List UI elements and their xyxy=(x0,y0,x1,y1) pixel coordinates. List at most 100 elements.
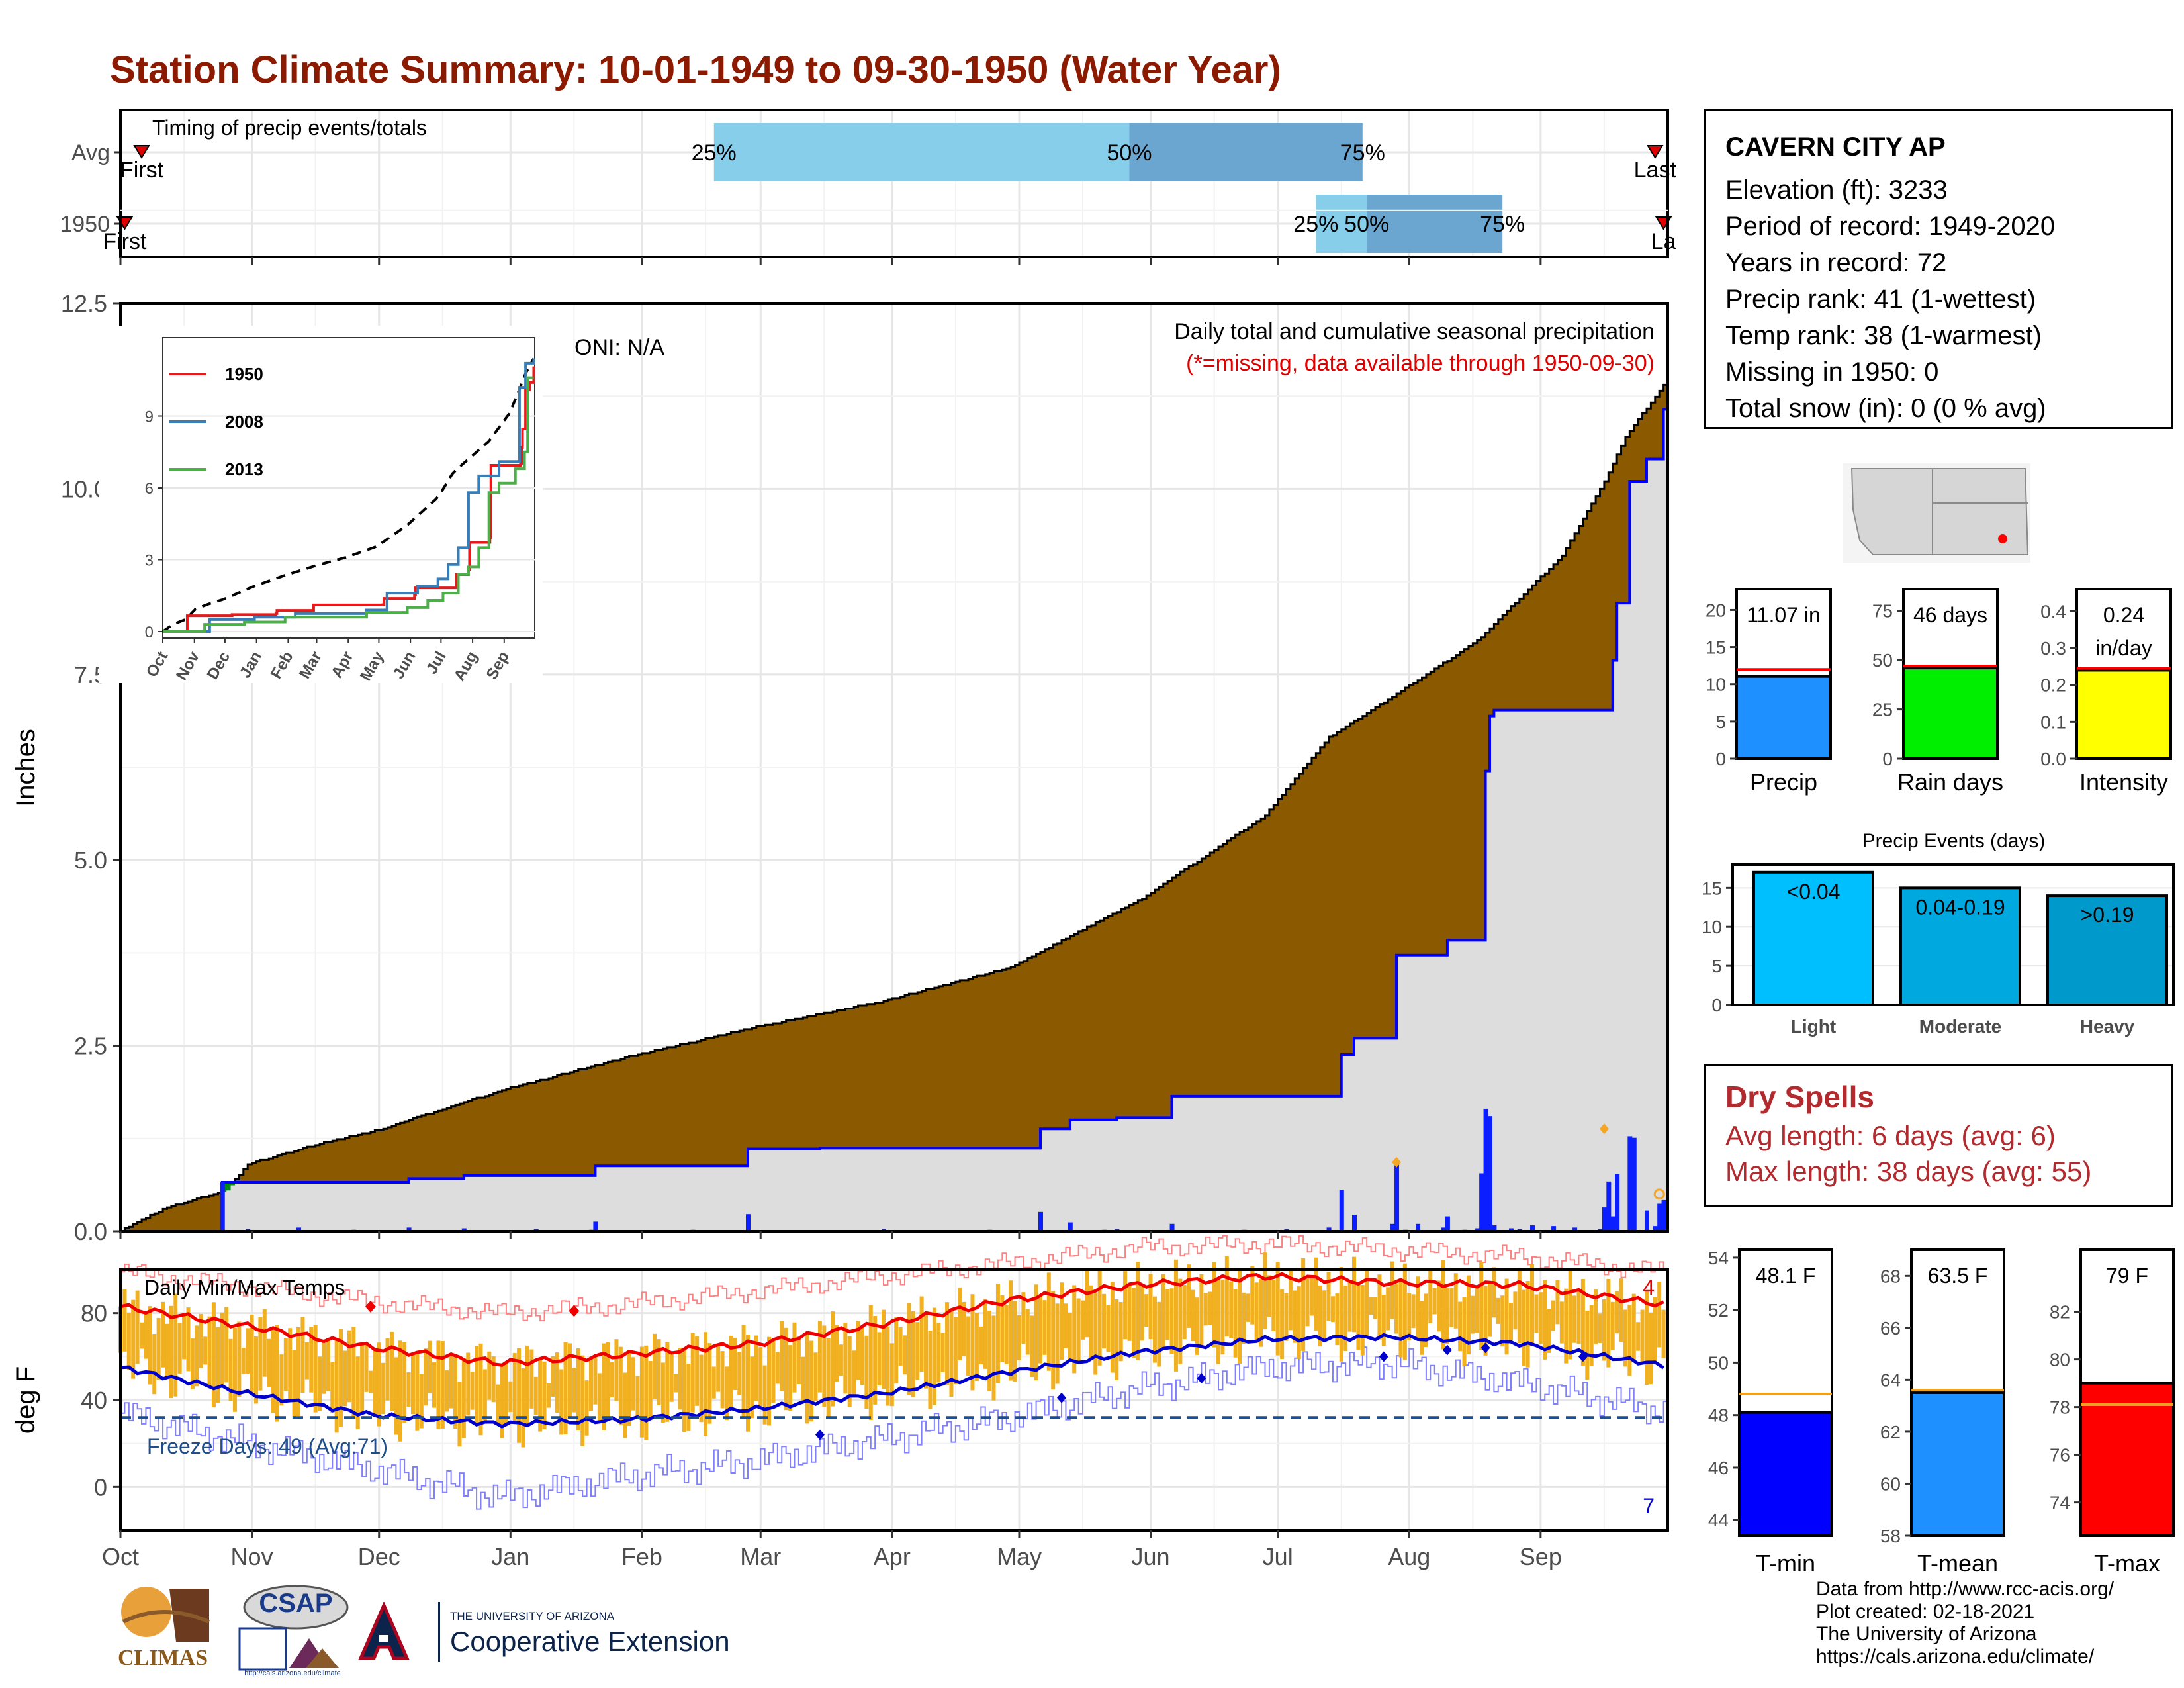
gauge-value-bar xyxy=(2075,669,2172,760)
daily-temp-bar xyxy=(373,1350,377,1415)
daily-temp-bar xyxy=(928,1330,933,1409)
daily-temp-bar xyxy=(1102,1293,1107,1349)
daily-temp-bar xyxy=(1508,1303,1513,1340)
daily-temp-bar xyxy=(1322,1290,1327,1340)
inset-series-line xyxy=(163,376,534,633)
daily-temp-bar xyxy=(1068,1313,1072,1361)
daily-temp-bar xyxy=(237,1321,242,1397)
daily-temp-bar xyxy=(1636,1322,1641,1351)
oni-label: ONI: N/A xyxy=(574,335,664,360)
daily-temp-bar xyxy=(551,1356,555,1397)
gauge-ytick-label: 20 xyxy=(1706,600,1726,620)
gauge-value-bar xyxy=(2079,1382,2175,1538)
csap-logo[interactable]: CSAP http://cals.arizona.edu/climate xyxy=(233,1582,352,1681)
daily-temp-bar xyxy=(1576,1290,1581,1344)
daily-temp-bar xyxy=(733,1337,737,1391)
record-low-count: 7 xyxy=(1643,1494,1655,1518)
gauge-ytick-label: 44 xyxy=(1708,1510,1729,1530)
daily-temp-bar xyxy=(780,1321,784,1391)
gauge-ytick-label: 0.4 xyxy=(2040,601,2066,622)
daily-temp-bar xyxy=(623,1372,627,1438)
daily-temp-bar xyxy=(1297,1286,1301,1359)
precip-ylabel: Inches xyxy=(11,729,40,807)
daily-precip-bar xyxy=(1479,1173,1484,1231)
gauge-ytick-label: 0.1 xyxy=(2040,712,2066,732)
daily-temp-bar xyxy=(1330,1296,1335,1323)
daily-temp-bar xyxy=(1140,1284,1144,1341)
daily-temp-bar xyxy=(173,1293,178,1397)
timing-bar-50-75 xyxy=(1129,123,1363,181)
freeze-days-label: Freeze Days: 49 (Avg:71) xyxy=(147,1434,388,1458)
page-title: Station Climate Summary: 10-01-1949 to 0… xyxy=(110,48,1281,91)
timing-row-label: Avg xyxy=(71,140,110,165)
daily-temp-bar xyxy=(1492,1267,1496,1318)
gauge-ytick-label: 80 xyxy=(2050,1350,2070,1370)
daily-temp-bar xyxy=(1534,1294,1539,1333)
daily-temp-bar xyxy=(1271,1280,1276,1332)
daily-precip-bar xyxy=(1610,1216,1615,1231)
daily-temp-bar xyxy=(491,1356,496,1403)
daily-temp-bar xyxy=(618,1346,623,1425)
month-label: Aug xyxy=(1388,1543,1430,1570)
daily-temp-bar xyxy=(614,1339,619,1401)
daily-temp-bar xyxy=(309,1327,314,1393)
gauge-value-text: 79 F xyxy=(2106,1264,2148,1288)
gauge-value-text: 63.5 F xyxy=(1928,1264,1988,1288)
daily-temp-bar xyxy=(436,1340,441,1429)
daily-temp-bar xyxy=(1369,1297,1373,1315)
station-elevation: Elevation (ft): 3233 xyxy=(1725,175,1948,205)
daily-temp-bar xyxy=(148,1306,152,1385)
gauge-ytick-label: 74 xyxy=(2050,1493,2070,1513)
daily-temp-bar xyxy=(1615,1291,1619,1334)
year-cumulative-line xyxy=(120,408,1668,1233)
daily-temp-bar xyxy=(915,1322,920,1380)
station-info-box: CAVERN CITY AP Elevation (ft): 3233 Peri… xyxy=(1704,109,2173,429)
temp-panel-label: Daily Min/Max Temps xyxy=(144,1276,345,1299)
daily-temp-bar xyxy=(822,1325,827,1407)
daily-temp-bar xyxy=(360,1342,365,1414)
daily-temp-bar xyxy=(1089,1285,1093,1359)
gauge-ytick-label: 78 xyxy=(2050,1397,2070,1418)
last-event-label: La xyxy=(1651,229,1676,254)
precip-events-bar-label: >0.19 xyxy=(2081,903,2134,927)
daily-temp-bar xyxy=(1326,1272,1331,1321)
daily-temp-bar xyxy=(131,1299,136,1379)
daily-temp-bar xyxy=(1441,1260,1445,1350)
daily-temp-bar xyxy=(1127,1284,1132,1341)
gauge-ytick-label: 76 xyxy=(2050,1445,2070,1466)
gauge-ytick-label: 50 xyxy=(1872,650,1893,671)
inset-ytick-label: 6 xyxy=(145,480,154,498)
above-average-area xyxy=(222,1182,235,1192)
university-of-arizona-logo[interactable]: THE UNIVERSITY OF ARIZONA Cooperative Ex… xyxy=(357,1602,730,1668)
intensity-gauge: 0.0 0.1 0.2 0.3 0.4 0.24 in/day Intensity xyxy=(2040,588,2172,796)
daily-precip-bar xyxy=(1508,1228,1514,1231)
daily-temp-bar xyxy=(1165,1289,1170,1340)
precip-events-border xyxy=(1731,863,2175,1006)
daily-temp-bar xyxy=(267,1338,271,1387)
daily-temp-bar xyxy=(122,1289,127,1352)
daily-temp-bar xyxy=(1547,1309,1551,1353)
daily-temp-bar xyxy=(843,1322,848,1394)
record-low-marker xyxy=(1057,1392,1067,1403)
station-precip-rank: Precip rank: 41 (1-wettest) xyxy=(1725,285,2036,314)
daily-temp-bar xyxy=(835,1325,839,1382)
gauge-label: Precip xyxy=(1750,769,1817,796)
gauge-ytick-label: 68 xyxy=(1880,1266,1901,1286)
daily-temp-bar xyxy=(1619,1278,1623,1342)
daily-temp-bar xyxy=(508,1381,513,1412)
gauge-label: Rain days xyxy=(1897,769,2003,796)
daily-temp-bar xyxy=(343,1350,347,1407)
daily-temp-bar xyxy=(678,1348,682,1410)
daily-temp-bar xyxy=(394,1357,398,1435)
daily-temp-bar xyxy=(864,1335,869,1409)
avg-min-line xyxy=(120,1333,1664,1429)
daily-temp-bar xyxy=(639,1346,644,1438)
climas-logo[interactable]: CLIMAS xyxy=(110,1575,216,1675)
precip-ytick-label: 12.5 xyxy=(61,290,107,317)
daily-temp-bar xyxy=(589,1356,594,1411)
daily-temp-bar xyxy=(1009,1280,1013,1381)
daily-temp-bar xyxy=(1021,1292,1026,1344)
daily-temp-bar xyxy=(228,1338,233,1401)
daily-temp-bar xyxy=(660,1362,665,1423)
